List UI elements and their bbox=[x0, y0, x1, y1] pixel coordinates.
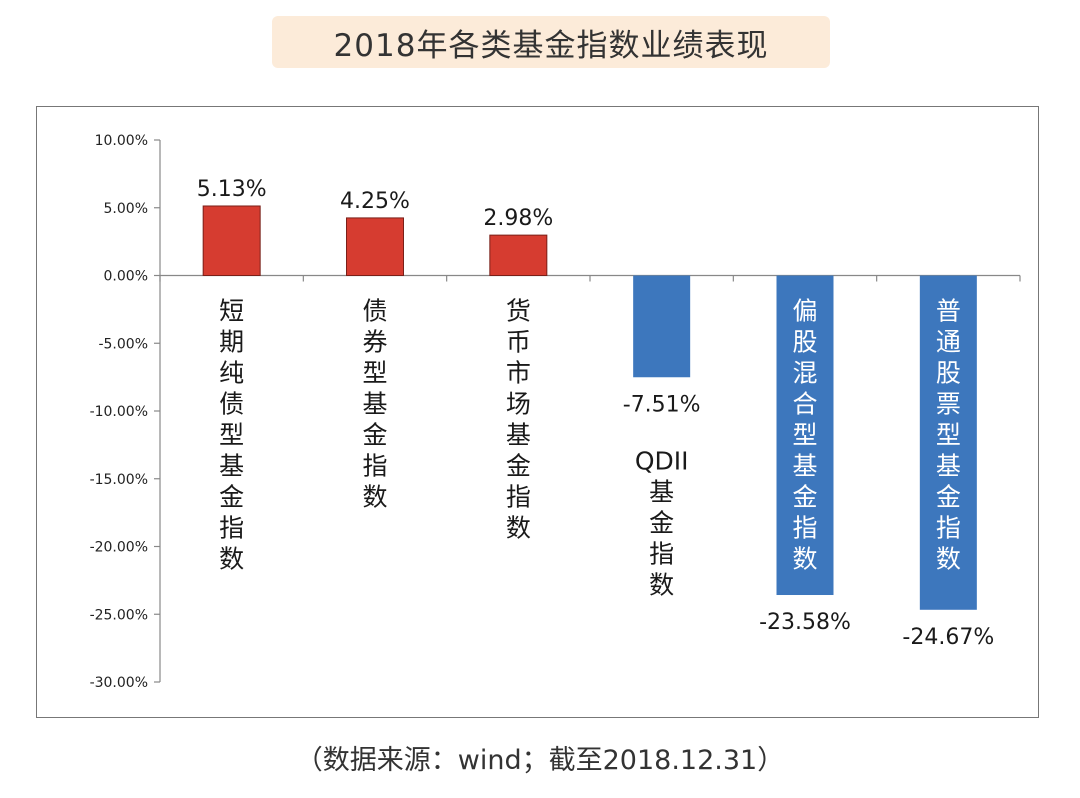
data-label: 4.25% bbox=[340, 189, 410, 214]
y-tick-label: 5.00% bbox=[104, 201, 148, 217]
x-tick-label: 指 bbox=[936, 514, 961, 543]
x-tick-label: 纯 bbox=[219, 359, 244, 388]
bar bbox=[489, 234, 548, 277]
bar bbox=[919, 275, 977, 610]
x-tick-label: 通 bbox=[936, 328, 961, 357]
x-tick-label: 指 bbox=[506, 483, 531, 512]
x-tick-label: 票 bbox=[936, 390, 961, 419]
x-tick-label: 基 bbox=[792, 452, 817, 481]
x-tick-label: QDII bbox=[635, 446, 689, 475]
x-tick-label: 指 bbox=[792, 514, 817, 543]
y-tick-label: -25.00% bbox=[90, 607, 148, 623]
x-tick-label: 基 bbox=[936, 452, 961, 481]
bar bbox=[346, 217, 404, 277]
x-tick-label: 偏 bbox=[792, 297, 817, 326]
y-tick-label: -10.00% bbox=[90, 404, 148, 420]
x-tick-label: 数 bbox=[649, 570, 674, 599]
x-tick-label: 券 bbox=[362, 328, 387, 357]
x-tick-label: 期 bbox=[219, 328, 244, 357]
x-tick-label: 合 bbox=[792, 390, 817, 419]
x-tick-label: 金 bbox=[219, 483, 244, 512]
x-tick-label: 指 bbox=[219, 514, 244, 543]
data-source-note: （数据来源：wind；截至2018.12.31） bbox=[295, 745, 785, 776]
x-tick-label: 型 bbox=[936, 421, 961, 450]
x-tick-label: 混 bbox=[792, 359, 817, 388]
y-tick-label: -30.00% bbox=[90, 675, 148, 691]
x-tick-label: 金 bbox=[362, 421, 387, 450]
bar bbox=[776, 275, 834, 596]
x-tick-label: 币 bbox=[506, 328, 531, 357]
x-tick-label: 数 bbox=[936, 545, 961, 574]
x-tick-label: 数 bbox=[219, 545, 244, 574]
x-tick-label: 股 bbox=[936, 359, 961, 388]
x-tick-label: 金 bbox=[649, 508, 674, 537]
x-tick-label: 基 bbox=[219, 452, 244, 481]
x-tick-label: 短 bbox=[219, 297, 244, 326]
x-tick-label: 金 bbox=[506, 452, 531, 481]
x-tick-label: 金 bbox=[792, 483, 817, 512]
x-tick-label: 债 bbox=[219, 390, 244, 419]
x-tick-label: 型 bbox=[219, 421, 244, 450]
x-tick-label: 市 bbox=[506, 359, 531, 388]
data-label: -23.58% bbox=[759, 610, 851, 635]
x-tick-label: 场 bbox=[506, 390, 531, 419]
x-tick-label: 指 bbox=[649, 539, 674, 568]
y-tick-label: -20.00% bbox=[90, 540, 148, 556]
y-tick-label: 10.00% bbox=[95, 133, 148, 149]
x-tick-label: 金 bbox=[936, 483, 961, 512]
x-tick-label: 型 bbox=[362, 359, 387, 388]
data-label: -24.67% bbox=[902, 625, 994, 650]
data-label: 5.13% bbox=[197, 177, 267, 202]
x-tick-label: 股 bbox=[792, 328, 817, 357]
x-tick-label: 数 bbox=[792, 545, 817, 574]
x-tick-label: 数 bbox=[506, 514, 531, 543]
bar bbox=[202, 205, 261, 276]
x-tick-label: 基 bbox=[506, 421, 531, 450]
x-tick-label: 型 bbox=[792, 421, 817, 450]
x-tick-label: 普 bbox=[936, 297, 961, 326]
x-tick-label: 指 bbox=[362, 452, 387, 481]
data-label: 2.98% bbox=[483, 206, 553, 231]
x-tick-label: 基 bbox=[649, 477, 674, 506]
x-tick-label: 债 bbox=[362, 297, 387, 326]
y-tick-label: -15.00% bbox=[90, 472, 148, 488]
y-tick-label: -5.00% bbox=[98, 336, 148, 352]
bar bbox=[633, 275, 691, 378]
y-tick-label: 0.00% bbox=[104, 269, 148, 285]
x-tick-label: 基 bbox=[362, 390, 387, 419]
x-tick-label: 数 bbox=[362, 483, 387, 512]
data-label: -7.51% bbox=[623, 392, 701, 417]
x-tick-label: 货 bbox=[506, 297, 531, 326]
chart-title: 2018年各类基金指数业绩表现 bbox=[272, 16, 830, 68]
